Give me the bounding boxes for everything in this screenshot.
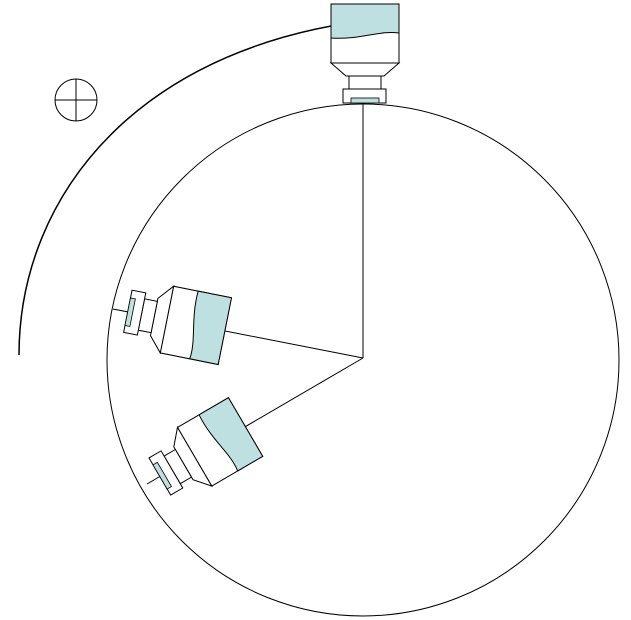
bottle-left-liquid bbox=[189, 290, 233, 366]
bottle-top bbox=[329, 3, 401, 104]
bottle-lower-left bbox=[148, 396, 264, 496]
bottle-top-shoulder bbox=[329, 62, 401, 77]
bottle-lower-left-seal bbox=[152, 461, 173, 490]
bottle-left-shoulder bbox=[149, 285, 175, 355]
bottle-lower-left-shoulder bbox=[173, 425, 213, 488]
crosshair-circle-icon bbox=[54, 78, 98, 122]
bottle-lower-left-liquid bbox=[198, 396, 264, 472]
rotation-arrow bbox=[18, 13, 392, 356]
bottle-top-neck bbox=[348, 75, 382, 90]
bottle-top-liquid bbox=[330, 3, 400, 39]
bottle-left-seal bbox=[124, 297, 136, 327]
bottle-left bbox=[123, 285, 233, 366]
bottle-top-seal bbox=[350, 97, 380, 104]
